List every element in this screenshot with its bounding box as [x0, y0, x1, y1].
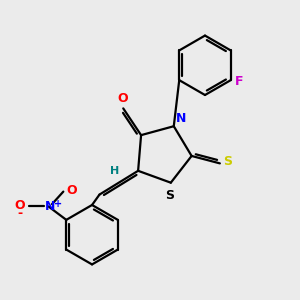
- Text: O: O: [117, 92, 128, 105]
- Text: S: S: [224, 155, 232, 168]
- Text: -: -: [17, 206, 22, 220]
- Text: S: S: [165, 189, 174, 202]
- Text: F: F: [235, 75, 244, 88]
- Text: O: O: [66, 184, 77, 196]
- Text: +: +: [54, 199, 62, 209]
- Text: N: N: [176, 112, 187, 125]
- Text: H: H: [110, 166, 119, 176]
- Text: N: N: [45, 200, 55, 213]
- Text: O: O: [14, 200, 25, 212]
